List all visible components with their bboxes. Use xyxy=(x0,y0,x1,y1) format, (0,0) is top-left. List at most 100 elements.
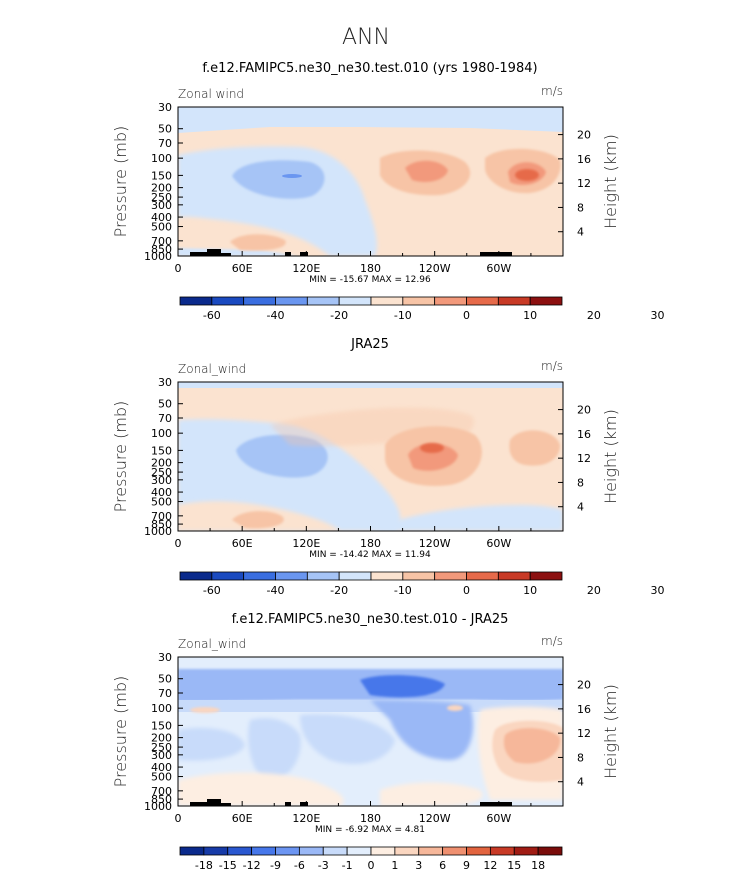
y2-tick-label: 12 xyxy=(577,177,591,190)
x-tick-label: 120E xyxy=(292,812,320,825)
colorbar-label: -60 xyxy=(203,309,221,322)
y-tick-label: 250 xyxy=(151,741,172,754)
x-tick-label: 120W xyxy=(419,262,451,275)
y-tick-label: 400 xyxy=(151,761,172,774)
colorbar-label: -10 xyxy=(394,309,412,322)
colorbar-box xyxy=(243,296,276,306)
colorbar-box xyxy=(402,296,436,306)
x-tick-label: 180 xyxy=(360,262,381,275)
colorbar-box xyxy=(529,296,563,306)
colorbar-box xyxy=(434,296,467,306)
colorbar-label: 12 xyxy=(483,859,497,872)
panel-diff: f.e12.FAMIPC5.ne30_ne30.test.010 - JRA25… xyxy=(177,612,564,807)
colorbar-box xyxy=(513,846,539,856)
colorbar-label: -18 xyxy=(195,859,213,872)
contour-field xyxy=(178,107,563,256)
colorbar-box xyxy=(418,846,444,856)
colorbar-box xyxy=(179,846,205,856)
x-tick-label: 180 xyxy=(360,812,381,825)
colorbar-label: 10 xyxy=(523,584,537,597)
y-tick-label: 700 xyxy=(151,785,172,798)
y-tick-label: 70 xyxy=(158,137,172,150)
y-tick-label: 50 xyxy=(158,673,172,686)
colorbar-label: -40 xyxy=(267,309,285,322)
y-tick-label: 700 xyxy=(151,510,172,523)
colorbar-label: -10 xyxy=(394,584,412,597)
colorbar-label: 20 xyxy=(587,309,601,322)
y-tick-label: 70 xyxy=(158,412,172,425)
colorbar-box xyxy=(466,846,491,856)
colorbar-label: -1 xyxy=(342,859,353,872)
min-max-stats: MIN = -6.92 MAX = 4.81 xyxy=(315,825,425,835)
y-tick-label: 100 xyxy=(151,152,172,165)
y2-tick-label: 4 xyxy=(577,226,584,239)
x-tick-label: 60W xyxy=(486,812,511,825)
y2-tick-label: 12 xyxy=(577,727,591,740)
y-tick-label: 300 xyxy=(151,749,172,762)
y-tick-label: 500 xyxy=(151,496,172,509)
figure-title: ANN xyxy=(342,25,390,50)
colorbar-label: -15 xyxy=(219,859,237,872)
colorbar-box xyxy=(179,571,213,581)
colorbar-box xyxy=(402,571,436,581)
colorbar-layer: -60 -40 -20 -10 0 10 20 30-60 -40 -20 -10 0 10 20 30-1… xyxy=(179,296,665,872)
y2-tick-label: 4 xyxy=(577,776,584,789)
colorbar-box xyxy=(203,846,229,856)
panel-model: f.e12.FAMIPC5.ne30_ne30.test.010 (yrs 19… xyxy=(177,61,564,257)
y-tick-label: 1000 xyxy=(144,250,172,263)
x-tick-label: 60E xyxy=(232,262,253,275)
panel-units-label: m/s xyxy=(541,84,563,98)
colorbar-label: -20 xyxy=(330,584,348,597)
colorbar-box xyxy=(211,571,245,581)
y-tick-label: 500 xyxy=(151,221,172,234)
y2-tick-label: 8 xyxy=(577,201,584,214)
contour-field xyxy=(178,382,563,531)
colorbar-box xyxy=(275,296,308,306)
y-tick-label: 400 xyxy=(151,211,172,224)
panel-title: f.e12.FAMIPC5.ne30_ne30.test.010 - JRA25 xyxy=(232,612,509,627)
colorbar-box xyxy=(211,296,245,306)
colorbar-box xyxy=(370,571,404,581)
x-tick-label: 120E xyxy=(292,262,320,275)
y2-axis-label: Height (km) xyxy=(601,409,620,504)
y-tick-label: 400 xyxy=(151,486,172,499)
y-tick-label: 100 xyxy=(151,427,172,440)
colorbar-label: 0 xyxy=(463,309,470,322)
colorbar-box xyxy=(275,846,300,856)
colorbar-box xyxy=(322,846,348,856)
colorbar-label: 15 xyxy=(507,859,521,872)
colorbar-box xyxy=(298,846,324,856)
colorbar-label: -3 xyxy=(318,859,329,872)
panel-units-label: m/s xyxy=(541,634,563,648)
colorbar-box xyxy=(306,571,340,581)
x-tick-label: 0 xyxy=(175,537,182,550)
colorbar-label: 0 xyxy=(463,584,470,597)
colorbar-label: 30 xyxy=(651,309,665,322)
colorbar-box xyxy=(466,296,499,306)
x-tick-label: 120W xyxy=(419,537,451,550)
colorbar-box xyxy=(179,296,213,306)
x-tick-label: 0 xyxy=(175,262,182,275)
x-tick-label: 180 xyxy=(360,537,381,550)
panel-obs: JRA25 Zonal_wind m/s xyxy=(177,337,564,532)
panel-units-label: m/s xyxy=(541,359,563,373)
y-axis-label: Pressure (mb) xyxy=(111,676,130,788)
y-tick-label: 300 xyxy=(151,474,172,487)
panel-title: f.e12.FAMIPC5.ne30_ne30.test.010 (yrs 19… xyxy=(202,61,537,76)
y-tick-label: 1000 xyxy=(144,800,172,813)
colorbar-label: -6 xyxy=(294,859,305,872)
colorbar-box xyxy=(346,846,372,856)
y-tick-label: 150 xyxy=(151,719,172,732)
colorbar-label: 30 xyxy=(651,584,665,597)
colorbar-box xyxy=(529,571,563,581)
y-tick-label: 300 xyxy=(151,199,172,212)
panel-variable-label: Zonal_wind xyxy=(178,362,246,376)
colorbar-box xyxy=(370,846,396,856)
x-tick-label: 60E xyxy=(232,537,253,550)
y-tick-label: 50 xyxy=(158,123,172,136)
y2-axis-label: Height (km) xyxy=(601,134,620,229)
colorbar-label: -60 xyxy=(203,584,221,597)
colorbar-box xyxy=(251,846,276,856)
y-tick-label: 700 xyxy=(151,235,172,248)
